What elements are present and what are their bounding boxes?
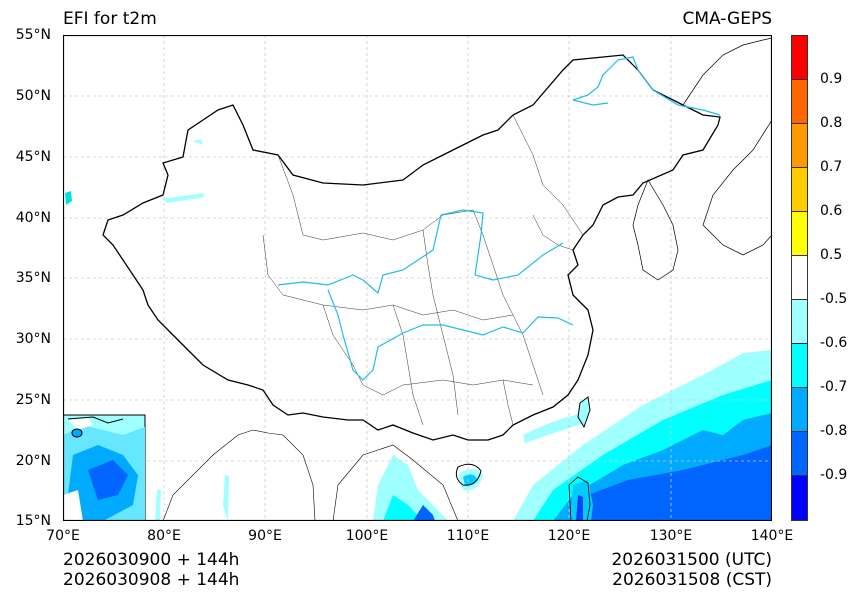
yellow-river	[277, 209, 564, 295]
coastline-japan	[702, 119, 772, 256]
colorbar-label: -0.7	[820, 379, 848, 395]
province-borders	[262, 114, 584, 426]
model-name: CMA-GEPS	[682, 9, 772, 29]
init-time-utc: 2026030900 + 144h	[63, 550, 240, 570]
colorbar-segment	[792, 212, 807, 256]
lat-label-20: 20°N	[15, 453, 51, 469]
colorbar	[791, 35, 808, 521]
efi-map	[63, 35, 772, 521]
lat-label-50: 50°N	[15, 88, 51, 104]
valid-time-utc: 2026031500 (UTC)	[611, 550, 772, 570]
taiwan-outline	[577, 396, 591, 429]
lon-label-90: 90°E	[248, 528, 282, 544]
hainan-outline	[455, 463, 482, 486]
valid-time: 2026031500 (UTC) 2026031508 (CST)	[611, 550, 772, 590]
luzon-outline	[568, 476, 591, 521]
south-china-sea-inset	[63, 414, 146, 521]
valid-time-cst: 2026031508 (CST)	[612, 570, 772, 590]
rivers	[277, 56, 721, 381]
lon-label-100: 100°E	[345, 528, 389, 544]
lat-label-40: 40°N	[15, 210, 51, 226]
colorbar-segment	[792, 388, 807, 432]
colorbar-segment	[792, 300, 807, 344]
init-time: 2026030900 + 144h 2026030908 + 144h	[63, 550, 239, 590]
colorbar-segment	[792, 256, 807, 300]
lon-label-70: 70°E	[46, 528, 80, 544]
colorbar-label: -0.5	[820, 291, 848, 307]
colorbar-label: 0.6	[820, 203, 843, 219]
lon-label-120: 120°E	[547, 528, 591, 544]
lat-label-35: 35°N	[15, 270, 51, 286]
coastline-south-asia	[162, 429, 459, 521]
colorbar-segment	[792, 344, 807, 388]
lat-label-25: 25°N	[15, 392, 51, 408]
efi-shading	[65, 139, 772, 521]
amur-tributary	[572, 99, 609, 106]
china-border	[102, 54, 721, 441]
colorbar-segment	[792, 80, 807, 124]
lat-label-15: 15°N	[15, 513, 51, 529]
colorbar-segment	[792, 432, 807, 476]
graticule	[63, 35, 772, 521]
map-title: EFI for t2m	[63, 9, 157, 29]
colorbar-label: 0.8	[820, 115, 843, 131]
map-panel	[63, 35, 772, 521]
colorbar-label: 0.5	[820, 247, 843, 263]
amur-river	[572, 56, 721, 116]
colorbar-segment	[792, 168, 807, 212]
yangtze-river	[327, 289, 574, 381]
colorbar-label: -0.8	[820, 423, 848, 439]
lat-label-30: 30°N	[15, 331, 51, 347]
colorbar-label: 0.7	[820, 159, 843, 175]
colorbar-segment	[792, 36, 807, 80]
colorbar-segment	[792, 476, 807, 520]
coastline-korea	[632, 179, 679, 281]
colorbar-label: 0.9	[820, 71, 843, 87]
lon-label-110: 110°E	[446, 528, 490, 544]
lon-label-140: 140°E	[750, 528, 794, 544]
colorbar-label: -0.6	[820, 335, 848, 351]
init-time-cst: 2026030908 + 144h	[63, 570, 240, 590]
lon-label-130: 130°E	[649, 528, 693, 544]
coastline-russia	[682, 37, 772, 106]
lat-label-55: 55°N	[15, 27, 51, 43]
lon-label-80: 80°E	[147, 528, 181, 544]
colorbar-label: -0.9	[820, 467, 848, 483]
colorbar-segment	[792, 124, 807, 168]
lat-label-45: 45°N	[15, 149, 51, 165]
